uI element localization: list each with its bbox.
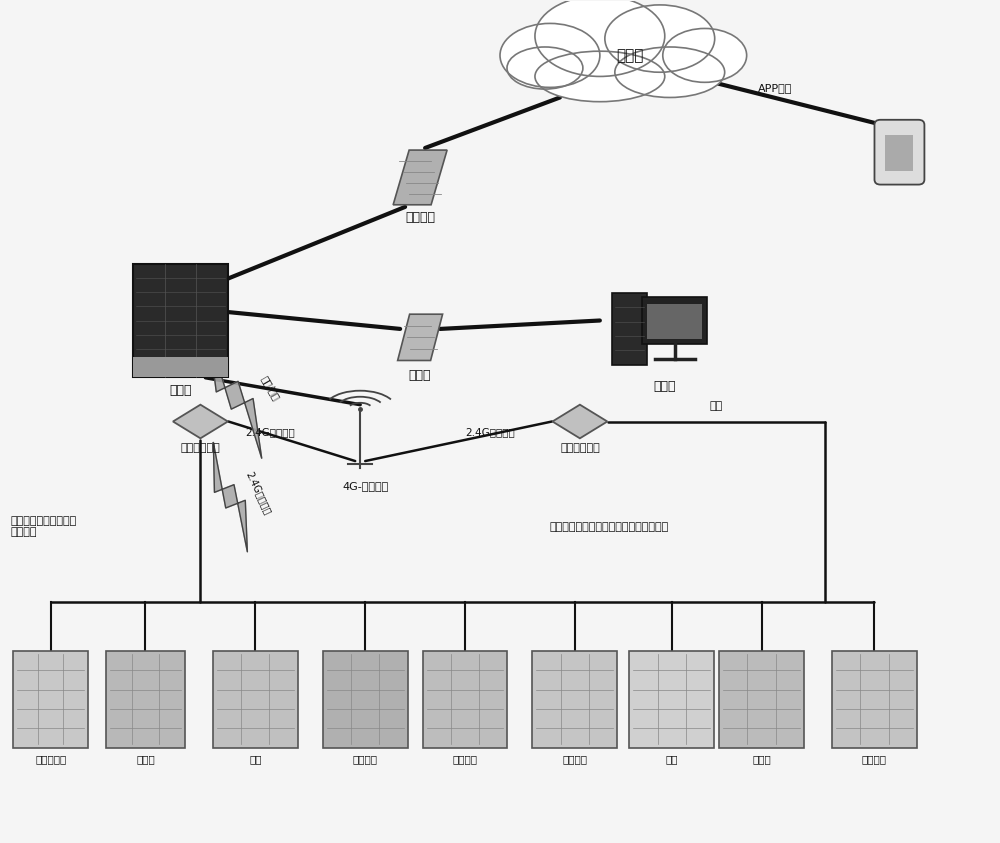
Text: 排水泵: 排水泵 xyxy=(752,754,771,765)
Text: 干式变压器: 干式变压器 xyxy=(35,754,66,765)
Ellipse shape xyxy=(535,51,665,102)
Text: 直流屏柜: 直流屏柜 xyxy=(562,754,587,765)
FancyBboxPatch shape xyxy=(612,293,647,365)
Text: 2.4G无线传输: 2.4G无线传输 xyxy=(244,470,273,516)
Text: 防火墙: 防火墙 xyxy=(409,368,431,382)
Text: 空调: 空调 xyxy=(666,754,678,765)
FancyBboxPatch shape xyxy=(133,357,228,378)
Polygon shape xyxy=(393,150,447,205)
Text: 电线接头: 电线接头 xyxy=(353,754,378,765)
FancyBboxPatch shape xyxy=(642,298,707,344)
Polygon shape xyxy=(173,405,228,438)
Text: 母排: 母排 xyxy=(249,754,262,765)
Polygon shape xyxy=(209,334,262,459)
Ellipse shape xyxy=(663,29,747,83)
FancyBboxPatch shape xyxy=(13,651,88,748)
Polygon shape xyxy=(398,314,443,361)
Text: 无线数据模块: 无线数据模块 xyxy=(181,443,220,454)
Text: 2.4G无线通信: 2.4G无线通信 xyxy=(465,427,515,437)
Polygon shape xyxy=(552,405,607,438)
FancyBboxPatch shape xyxy=(832,651,917,748)
Text: 电容器组: 电容器组 xyxy=(453,754,478,765)
FancyBboxPatch shape xyxy=(133,264,228,378)
Polygon shape xyxy=(213,443,247,552)
Text: 公网/专网: 公网/专网 xyxy=(259,373,281,402)
Text: 云平台: 云平台 xyxy=(616,48,644,63)
Ellipse shape xyxy=(507,47,583,89)
FancyBboxPatch shape xyxy=(719,651,804,748)
Ellipse shape xyxy=(535,0,665,77)
Text: 2.4G无线通信: 2.4G无线通信 xyxy=(245,427,295,437)
Text: 断路器: 断路器 xyxy=(136,754,155,765)
FancyBboxPatch shape xyxy=(323,651,408,748)
Text: 4G-通信模块: 4G-通信模块 xyxy=(342,481,388,491)
FancyBboxPatch shape xyxy=(629,651,714,748)
Text: 设备振动、噪音、温度
监测数据: 设备振动、噪音、温度 监测数据 xyxy=(11,516,77,538)
Text: 安全隔离: 安全隔离 xyxy=(405,212,435,224)
Text: 服务器: 服务器 xyxy=(169,384,192,397)
FancyBboxPatch shape xyxy=(213,651,298,748)
Ellipse shape xyxy=(500,24,600,88)
Text: APP发布: APP发布 xyxy=(757,83,792,93)
FancyBboxPatch shape xyxy=(874,120,924,185)
Text: 无线数据模块: 无线数据模块 xyxy=(560,443,600,454)
Text: 工作站: 工作站 xyxy=(654,379,676,393)
FancyBboxPatch shape xyxy=(647,304,702,339)
Text: 通风风机: 通风风机 xyxy=(862,754,887,765)
Ellipse shape xyxy=(615,47,725,98)
Ellipse shape xyxy=(605,5,715,72)
Text: 串口: 串口 xyxy=(710,401,723,411)
FancyBboxPatch shape xyxy=(423,651,507,748)
FancyBboxPatch shape xyxy=(532,651,617,748)
FancyBboxPatch shape xyxy=(885,135,913,171)
FancyBboxPatch shape xyxy=(106,651,185,748)
Text: 设备运行数据：电流、电压、开关状态等: 设备运行数据：电流、电压、开关状态等 xyxy=(550,522,669,532)
